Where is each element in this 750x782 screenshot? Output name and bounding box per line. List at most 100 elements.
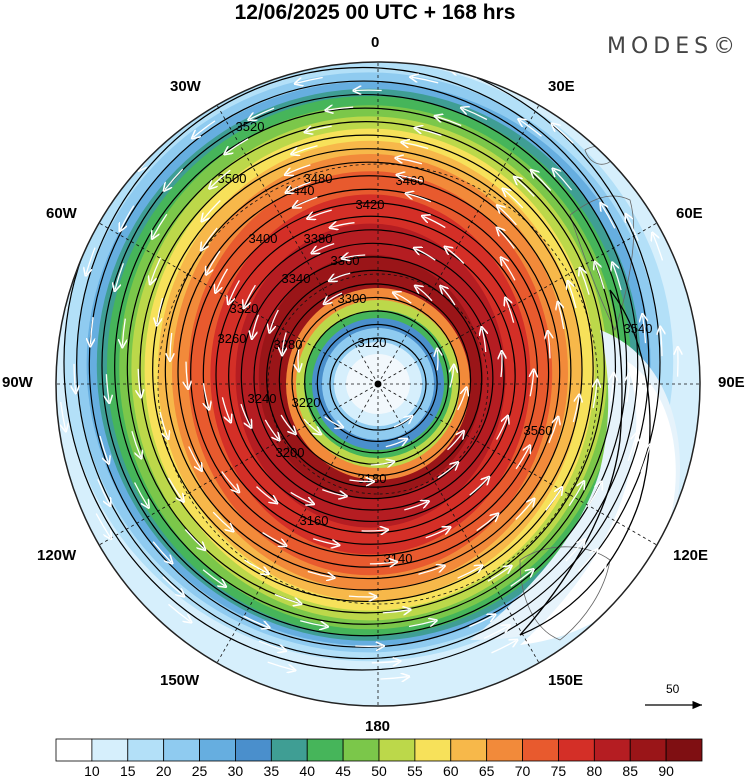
streamline [307,570,333,578]
colorbar-tick-label: 30 [227,763,244,779]
streamline [165,168,184,189]
height-contour [177,175,561,568]
height-contour [139,134,594,603]
streamline [262,532,286,546]
lon-label-60w: 60W [46,205,77,222]
colorbar-swatch [127,738,165,762]
colorbar-swatch [414,738,452,762]
streamline [502,259,516,281]
streamline [188,446,201,470]
streamline [331,223,355,228]
colorbar-tick-label: 60 [442,763,459,779]
streamline [138,368,140,396]
coastline [569,195,635,332]
colorbar-tick-label: 40 [299,763,316,779]
streamline [252,314,260,338]
streamline [457,389,466,411]
contour-label: 3500 [218,171,247,186]
streamline [122,318,125,346]
streamline [394,293,412,304]
streamline [290,491,313,503]
colorbar-swatch [665,738,703,762]
streamline [611,374,614,402]
contour-label: 3560 [524,423,553,438]
lon-label-30e: 30E [548,78,575,95]
streamline [418,566,444,575]
streamline [515,178,535,197]
streamline [216,268,229,292]
streamline [403,143,429,150]
streamline [186,361,188,388]
streamline [337,57,364,59]
colorbar-swatch [342,738,380,762]
streamline [282,332,286,354]
streamline [244,284,256,307]
height-contour [88,80,639,648]
streamline [86,247,96,274]
lon-label-150e: 150E [548,672,584,689]
streamline [553,125,574,144]
contour-label: 3540 [624,321,653,336]
streamline [210,169,231,187]
map-border [55,61,701,707]
streamline [256,486,277,503]
streamline [168,603,191,621]
colorbar-tick-label: 55 [407,763,423,779]
streamline [287,181,311,192]
streamline [463,108,488,121]
colorbar-tick-label: 80 [586,763,603,779]
streamline [568,483,583,507]
streamline [207,250,221,273]
streamline [407,194,432,203]
streamline [520,120,542,137]
streamline [157,297,164,324]
streamline [95,513,110,538]
streamline [74,363,76,392]
colorbar-swatch [163,738,200,762]
chart-title: 12/06/2025 00 UTC + 168 hrs [234,1,516,24]
height-contour [76,66,650,660]
streamline [343,255,366,258]
streamline [273,49,299,57]
streamline [660,328,662,357]
streamline [97,479,110,504]
streamline [496,69,521,83]
colorbar-swatch [450,738,488,762]
streamline [532,171,552,191]
streamline [280,414,295,433]
streamline [106,374,109,401]
streamline [447,432,463,451]
colorbar-swatch [270,738,308,762]
streamline [221,471,238,492]
colorbar-tick-label: 35 [263,763,280,779]
streamline [243,615,269,627]
contour-label: 3300 [338,291,367,306]
colorbar-swatch [593,738,631,762]
streamline [548,333,550,359]
streamline [398,175,424,182]
meridian-line [377,383,544,670]
colorbar-swatch [558,738,595,762]
contour-label: 3520 [236,119,265,134]
streamline [258,640,285,650]
lon-label-90e: 90E [718,374,745,391]
height-contour [304,310,449,454]
streamline [184,529,204,549]
streamline [90,317,93,345]
height-contour [240,242,505,511]
streamline [330,272,351,280]
streamline [587,483,601,508]
streamline [303,418,320,433]
colorbar-swatch [378,738,416,762]
contour-label: 3340 [282,271,311,286]
height-contour [316,323,438,443]
streamline [437,350,438,371]
streamline [578,551,597,572]
modes-logo: MODES© [607,34,741,59]
streamline [412,77,439,84]
meridian-line [92,383,379,550]
streamline [613,264,622,291]
streamline [120,205,135,230]
streamline [595,263,605,289]
